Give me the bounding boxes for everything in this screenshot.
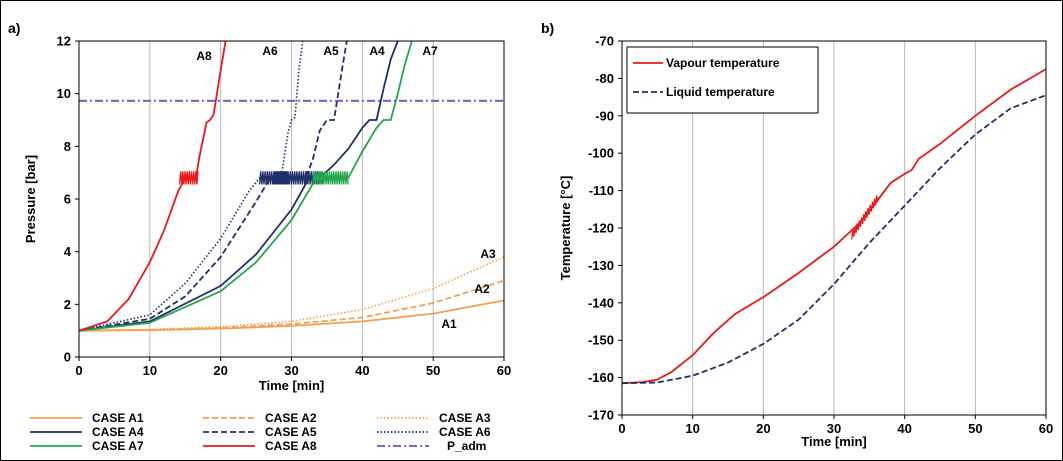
y-tick-label: -130 (588, 258, 614, 273)
y-tick-label: -90 (595, 108, 614, 123)
x-tick-label: 20 (756, 421, 770, 436)
oscillation-case-a7 (312, 171, 349, 185)
panel-a-curve-labels: A1 A2 A3 A4 A5 A6 A7 A8 (196, 44, 496, 331)
x-tick-label: 40 (355, 363, 369, 378)
y-tick-label: 2 (64, 297, 71, 312)
y-tick-label: -170 (588, 408, 614, 423)
legend-label: CASE A4 (92, 425, 144, 439)
panel-b-y-ticks: -170 -160 -150 -140 -130 -120 -110 -100 -90 -80 -7… (588, 34, 622, 423)
legend-label: CASE A5 (265, 425, 317, 439)
series-line-case-a7 (79, 41, 413, 332)
curve-label-a7: A7 (422, 44, 438, 58)
panel-b-x-ticks: 0 10 20 30 40 50 60 (618, 415, 1053, 436)
series-line-case-a6 (79, 41, 304, 332)
y-tick-label: -150 (588, 333, 614, 348)
legend-label: CASE A7 (92, 439, 144, 453)
legend-label: Liquid temperature (666, 85, 775, 99)
panel-b-x-axis-label: Time [min] (801, 434, 867, 449)
curve-label-a2: A2 (474, 282, 490, 296)
x-tick-label: 0 (75, 363, 82, 378)
y-tick-label: 12 (57, 34, 71, 49)
curve-label-a4: A4 (369, 44, 385, 58)
x-tick-label: 50 (426, 363, 440, 378)
x-tick-label: 20 (213, 363, 227, 378)
legend-label: CASE A3 (439, 411, 491, 425)
panel-a-series (79, 41, 504, 332)
curve-label-a1: A1 (441, 317, 457, 331)
panel-a-grid (149, 41, 434, 357)
y-tick-label: -80 (595, 71, 614, 86)
x-tick-label: 10 (143, 363, 157, 378)
panel-b-label: b) (541, 20, 554, 36)
y-tick-label: -70 (595, 34, 614, 49)
y-tick-label: 8 (64, 139, 71, 154)
series-line-case-a8 (79, 41, 227, 332)
series-line-case-a3 (79, 256, 504, 332)
curve-label-a8: A8 (196, 49, 212, 63)
x-tick-label: 60 (1039, 421, 1053, 436)
x-tick-label: 10 (685, 421, 699, 436)
x-tick-label: 30 (827, 421, 841, 436)
oscillation-vapour-temperature (851, 195, 879, 240)
curve-label-a3: A3 (480, 247, 496, 261)
panel-b-y-axis-label: Temperature [°C] (558, 176, 573, 281)
x-tick-label: 30 (284, 363, 298, 378)
y-tick-label: 0 (64, 350, 71, 365)
series-line-case-a5 (79, 41, 348, 332)
legend-label: CASE A1 (92, 411, 144, 425)
series-line-vapour-temperature (622, 68, 1046, 385)
y-tick-label: -120 (588, 221, 614, 236)
oscillation-case-a8 (178, 171, 199, 185)
legend-box (626, 46, 819, 114)
x-tick-label: 0 (618, 421, 625, 436)
y-tick-label: -100 (588, 146, 614, 161)
legend-label: CASE A2 (265, 411, 317, 425)
panel-b-legend: Vapour temperature Liquid temperature (626, 46, 819, 114)
legend-label: P_adm (447, 439, 486, 453)
x-tick-label: 50 (968, 421, 982, 436)
panel-a-y-axis-label: Pressure [bar] (23, 155, 38, 243)
panel-a-x-ticks: 0 10 20 30 40 50 60 (75, 357, 511, 378)
curve-label-a6: A6 (262, 44, 278, 58)
panel-a-x-axis-label: Time [min] (259, 378, 325, 393)
panel-b: b) 0 10 20 30 40 50 60 -170 -160 -150 -140 -130 -12… (541, 20, 1053, 449)
legend-label: Vapour temperature (666, 56, 780, 70)
y-tick-label: -160 (588, 370, 614, 385)
series-line-case-a2 (79, 279, 504, 332)
panel-a-label: a) (8, 20, 20, 36)
oscillation-case-a5 (273, 171, 307, 185)
x-tick-label: 60 (497, 363, 511, 378)
y-tick-label: 6 (64, 192, 71, 207)
panel-b-series (622, 68, 1046, 385)
legend-label: CASE A6 (439, 425, 491, 439)
y-tick-label: -110 (589, 183, 614, 198)
legend-label: CASE A8 (265, 439, 317, 453)
panel-a-y-ticks: 0 2 4 6 8 10 12 (57, 34, 79, 365)
x-tick-label: 40 (897, 421, 911, 436)
series-line-case-a4 (79, 41, 399, 332)
y-tick-label: -140 (588, 295, 614, 310)
y-tick-label: 4 (64, 244, 72, 259)
curve-label-a5: A5 (323, 44, 339, 58)
y-tick-label: 10 (57, 86, 71, 101)
